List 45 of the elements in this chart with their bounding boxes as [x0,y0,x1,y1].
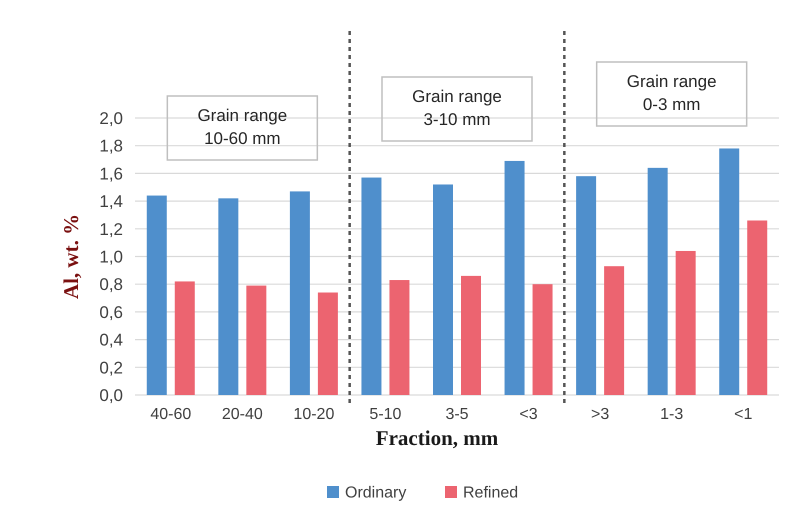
bar [318,292,338,395]
text: Grain range 0-3 mm [626,72,717,114]
y-tick-label: 0,4 [99,330,123,350]
bar [146,196,167,395]
bar [290,191,310,395]
bar [504,160,525,395]
bar [433,184,453,395]
y-tick-label: 0,6 [99,302,123,322]
y-tick-label: 1,0 [99,247,123,266]
x-tick-label: 20-40 [222,406,263,423]
bar [389,280,410,395]
x-axis-title: Fraction, mm [376,426,499,450]
annotation: Grain range 3-10 mm [412,87,502,129]
x-tick-label: 3-5 [445,406,469,423]
bar [719,148,740,395]
bar [361,178,382,395]
bar [174,281,195,395]
bar [461,276,481,395]
y-axis-title: Al, wt. % [59,214,83,300]
legend-label: Ordinary [345,484,406,502]
y-tick-label: 1,6 [99,164,123,184]
bar [246,286,266,395]
x-tick-label: <3 [519,406,538,423]
x-tick-label: >3 [590,406,610,423]
legend-label: Refined [463,484,518,502]
bar [218,198,238,395]
y-tick-label: 0,2 [99,358,123,378]
y-tick-label: 0,8 [99,275,123,294]
x-tick-label: 10-20 [293,406,334,423]
y-tick-label: 2,0 [99,108,123,128]
y-tick-label: 0,0 [99,386,123,405]
y-tick-label: 1,8 [99,136,123,156]
x-tick-label: <1 [734,406,752,423]
y-tick-label: 1,2 [99,220,123,239]
bar [532,284,553,395]
y-tick-label: 1,4 [99,192,123,212]
bar [648,168,668,395]
bar [747,220,768,395]
x-tick-label: 5-10 [369,406,402,423]
bar [576,176,596,395]
x-tick-label: 40-60 [150,406,192,423]
bar [676,250,696,395]
x-tick-label: 1-3 [660,406,684,423]
bar [604,266,624,395]
annotation: Grain range 10-60 mm [197,106,288,148]
